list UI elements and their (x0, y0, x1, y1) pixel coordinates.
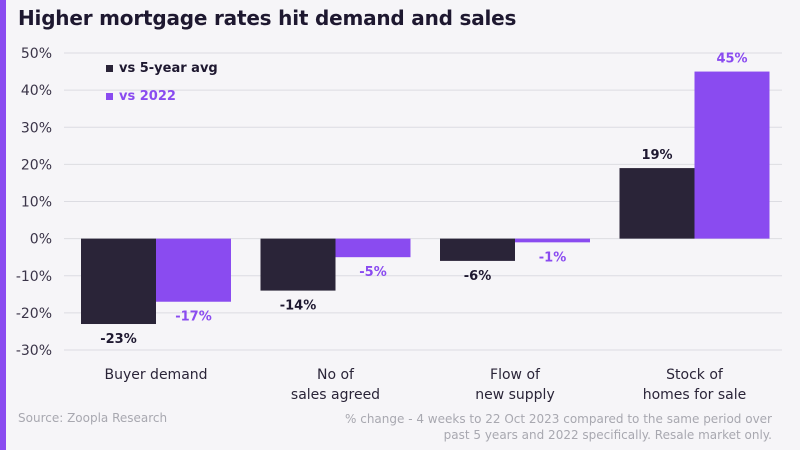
legend-label-5yr: vs 5-year avg (119, 60, 218, 76)
bar-value-label: -23% (100, 332, 137, 347)
legend: vs 5-year avg vs 2022 (106, 58, 218, 114)
y-tick-label: 10% (21, 195, 52, 211)
y-tick-label: 40% (21, 83, 52, 99)
y-tick-label: 20% (21, 157, 52, 173)
bar-value-label: 19% (641, 148, 672, 163)
bar (335, 238, 411, 258)
category-label: Stock of (666, 367, 724, 383)
accent-bar (0, 0, 6, 450)
chart-title: Higher mortgage rates hit demand and sal… (18, 6, 517, 30)
category-label: Flow of (490, 367, 541, 383)
y-tick-label: 0% (30, 232, 52, 248)
y-tick-label: -10% (16, 269, 52, 285)
legend-item-2022: vs 2022 (106, 86, 218, 106)
category-label: homes for sale (643, 387, 747, 403)
bar-value-label: -1% (539, 250, 566, 265)
bar (81, 238, 156, 325)
category-label: sales agreed (291, 387, 380, 403)
bar-value-label: -6% (464, 269, 491, 284)
legend-swatch-5yr (106, 64, 113, 72)
bar (156, 238, 231, 302)
bar (260, 238, 336, 291)
category-label: new supply (475, 387, 555, 403)
y-tick-label: -30% (16, 343, 52, 359)
category-label: No of (317, 367, 355, 383)
bar (619, 168, 695, 239)
bar-value-label: -5% (359, 265, 386, 280)
category-label: Buyer demand (104, 367, 207, 383)
legend-label-2022: vs 2022 (119, 88, 176, 104)
legend-swatch-2022 (106, 92, 113, 100)
bar-value-label: -17% (175, 310, 212, 325)
source-note: Source: Zoopla Research (18, 411, 168, 425)
bar-value-label: -14% (280, 299, 317, 314)
footnote: % change - 4 weeks to 22 Oct 2023 compar… (345, 412, 772, 442)
y-tick-label: 30% (21, 120, 52, 136)
legend-item-5yr: vs 5-year avg (106, 58, 218, 78)
bar (440, 238, 515, 261)
bar (515, 238, 590, 243)
y-tick-label: 50% (21, 46, 52, 62)
y-tick-label: -20% (16, 306, 52, 322)
bar-value-label: 45% (716, 52, 747, 67)
bar (694, 71, 770, 239)
